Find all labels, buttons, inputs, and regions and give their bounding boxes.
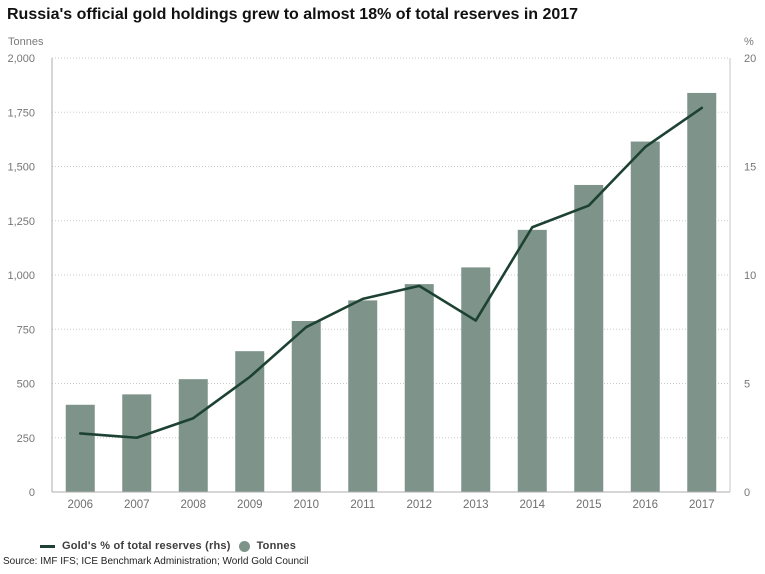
bar-series-label: Tonnes xyxy=(256,540,297,552)
x-axis-label: 2017 xyxy=(689,499,715,511)
x-axis-label: 2011 xyxy=(350,499,375,511)
right-axis-tick-label: 5 xyxy=(744,379,750,391)
bar-2007 xyxy=(122,394,152,492)
left-axis-tick-label: 1,250 xyxy=(7,216,35,228)
bar-2013 xyxy=(461,267,491,492)
bar-2009 xyxy=(235,351,265,492)
x-axis-label: 2007 xyxy=(124,499,150,511)
left-axis-unit-label: Tonnes xyxy=(8,36,44,48)
right-axis-tick-label: 15 xyxy=(744,162,756,174)
x-axis-label: 2008 xyxy=(180,499,206,511)
x-axis-label: 2016 xyxy=(632,499,658,511)
x-axis-label: 2014 xyxy=(519,499,545,511)
right-axis-tick-label: 0 xyxy=(744,487,750,499)
bar-2006 xyxy=(65,404,95,492)
bar-2016 xyxy=(630,141,660,493)
x-axis-label: 2013 xyxy=(463,499,489,511)
chart-title: Russia's official gold holdings grew to … xyxy=(7,6,579,23)
x-axis-label: 2015 xyxy=(576,499,602,511)
right-axis-tick-label: 20 xyxy=(744,53,756,65)
left-axis-tick-label: 1,500 xyxy=(7,162,35,174)
left-axis-tick-label: 1,750 xyxy=(7,107,35,119)
percent-line xyxy=(78,106,704,440)
bar-2015 xyxy=(574,184,604,492)
bar-2010 xyxy=(291,321,321,492)
right-axis-unit-label: % xyxy=(744,36,754,48)
bar-series-swatch-icon xyxy=(238,540,250,552)
left-axis-tick-label: 750 xyxy=(17,324,35,336)
bar-2008 xyxy=(178,379,208,492)
chart-legend: Gold's % of total reserves (rhs) Tonnes xyxy=(40,540,296,552)
line-series-label: Gold's % of total reserves (rhs) xyxy=(62,540,231,552)
left-axis-tick-label: 500 xyxy=(17,379,35,391)
bar-2011 xyxy=(348,300,378,492)
left-axis-tick-label: 1,000 xyxy=(7,270,35,282)
x-axis-label: 2006 xyxy=(67,499,93,511)
bar-2012 xyxy=(404,284,434,492)
bar-2014 xyxy=(517,229,547,492)
right-axis-tick-label: 10 xyxy=(744,270,756,282)
left-axis-tick-label: 0 xyxy=(29,487,35,499)
source-note: Source: IMF IFS; ICE Benchmark Administr… xyxy=(3,556,309,567)
left-axis-tick-label: 250 xyxy=(17,433,35,445)
x-axis-label: 2009 xyxy=(237,499,263,511)
x-axis-label: 2010 xyxy=(293,499,319,511)
left-axis-tick-label: 2,000 xyxy=(7,53,35,65)
line-series-swatch-icon xyxy=(40,544,55,548)
x-axis-label: 2012 xyxy=(406,499,432,511)
bar-2017 xyxy=(687,92,717,492)
